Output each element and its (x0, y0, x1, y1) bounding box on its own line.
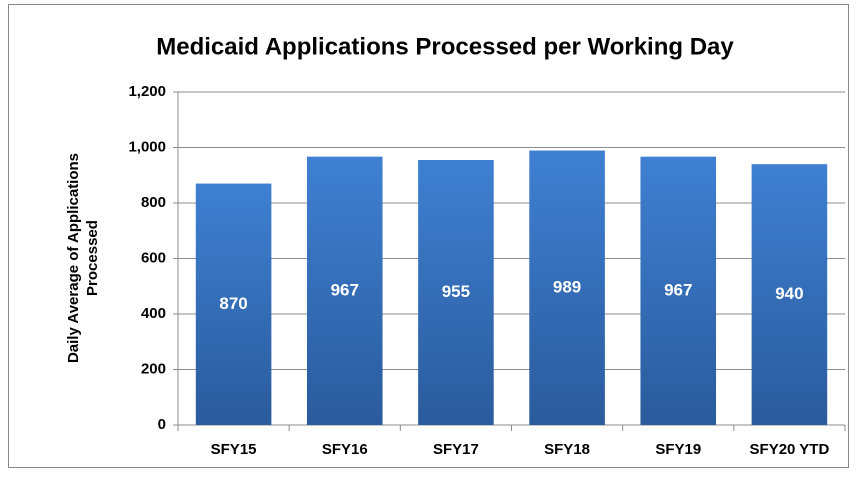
y-tick-label: 800 (141, 194, 166, 211)
y-tick-label: 0 (158, 416, 166, 433)
bar (529, 150, 605, 426)
y-tick-label: 1,200 (128, 83, 166, 100)
bar (751, 164, 828, 425)
y-tick-label: 1,000 (128, 138, 166, 155)
y-tick-label: 200 (141, 360, 166, 377)
x-tick-label: SFY15 (211, 441, 257, 458)
chart-border (8, 4, 849, 468)
data-label: 967 (664, 280, 692, 299)
bar (418, 159, 494, 426)
data-label: 989 (553, 277, 581, 296)
data-label: 870 (219, 294, 247, 313)
x-tick-label: SFY20 YTD (750, 441, 830, 458)
bar (195, 183, 272, 425)
data-label: 955 (442, 282, 470, 301)
y-tick-label: 600 (141, 249, 166, 266)
y-tick-label: 400 (141, 305, 166, 322)
x-tick-label: SFY18 (544, 441, 590, 458)
data-label: 967 (331, 280, 359, 299)
data-label: 940 (775, 284, 803, 303)
x-tick-label: SFY19 (655, 441, 701, 458)
y-axis-label: Daily Average of Applications Processed (65, 152, 101, 364)
chart-title: Medicaid Applications Processed per Work… (156, 33, 734, 60)
x-tick-label: SFY16 (322, 441, 368, 458)
x-tick-label: SFY17 (433, 441, 479, 458)
bar (306, 156, 383, 425)
bar (640, 156, 717, 425)
